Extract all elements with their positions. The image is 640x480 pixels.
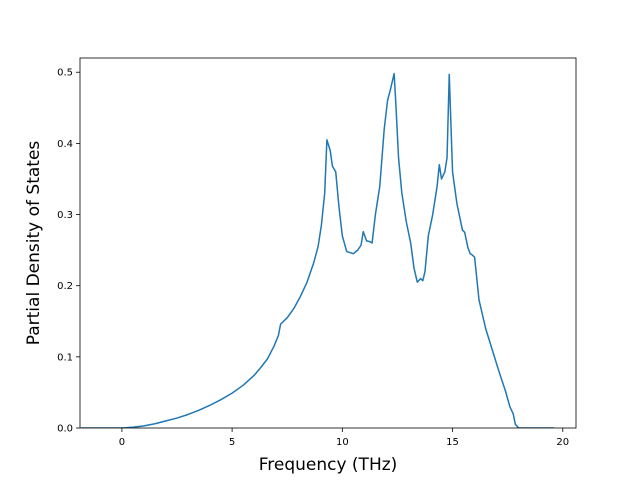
axis-ticks: 0 5 10 15 20 0.0 0.1 0.2 0.3 0.4 0.5 [57,68,569,448]
x-tick-label: 0 [119,437,125,448]
pdos-series-line [81,72,554,428]
y-tick-label: 0.2 [57,281,73,292]
y-tick-label: 0.4 [57,139,73,150]
x-tick-label: 10 [336,437,349,448]
y-axis-label: Partial Density of States [24,141,44,346]
x-axis-label: Frequency (THz) [259,455,398,475]
y-tick-label: 0.1 [57,352,73,363]
x-tick-label: 20 [556,437,569,448]
y-tick-label: 0.3 [57,210,73,221]
x-tick-label: 5 [229,437,235,448]
y-tick-label: 0.5 [57,68,73,79]
y-tick-label: 0.0 [57,424,73,435]
x-tick-label: 15 [446,437,459,448]
plot-frame [79,57,577,429]
